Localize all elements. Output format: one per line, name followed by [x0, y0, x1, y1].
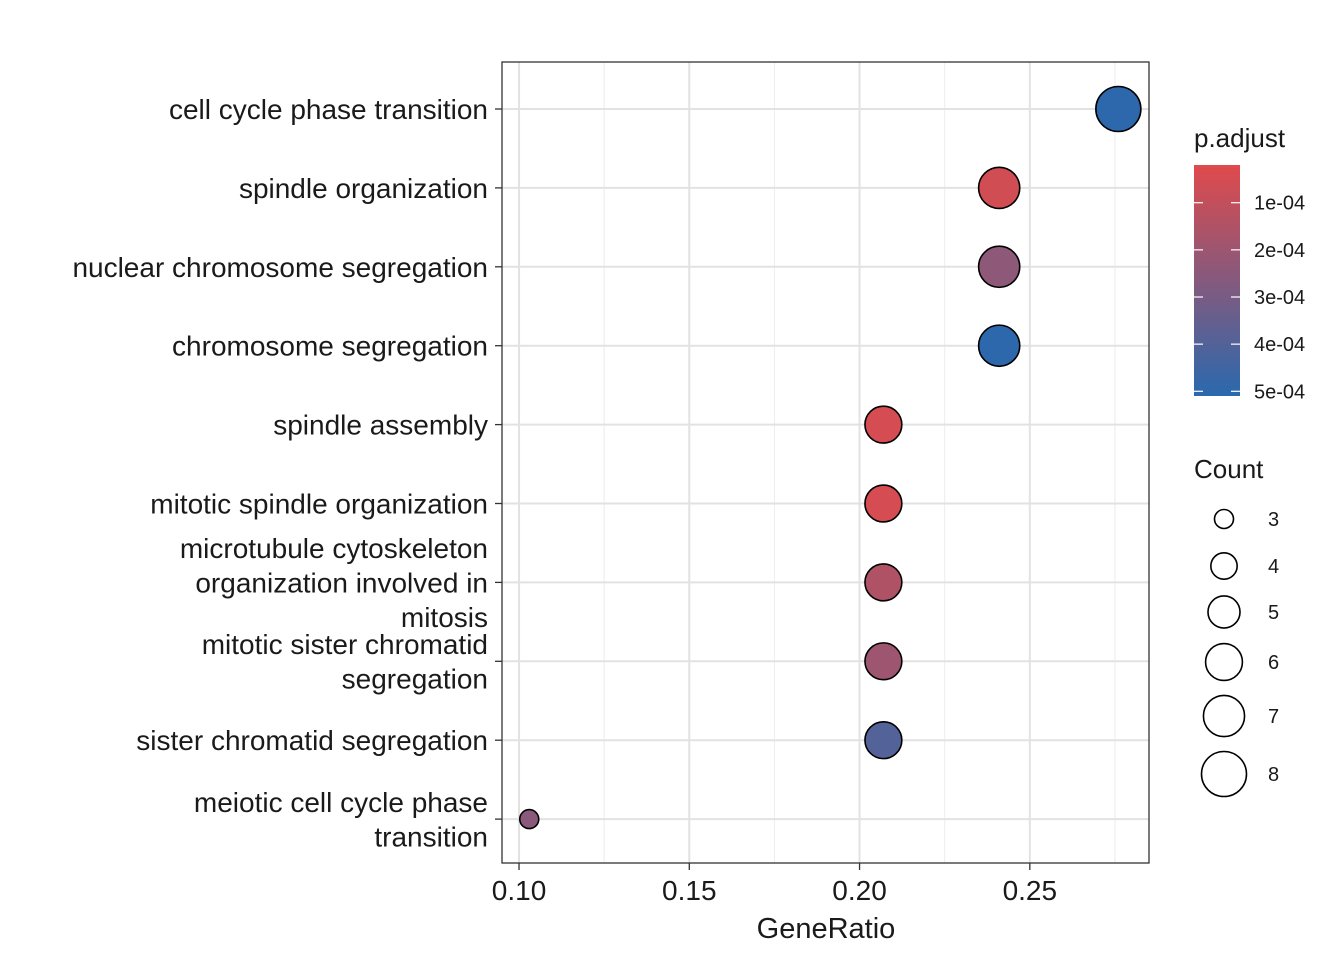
y-tick-label: microtubule cytoskeleton	[180, 533, 488, 564]
size-legend-title: Count	[1194, 454, 1264, 484]
x-axis: 0.10 0.15 0.20 0.25	[492, 863, 1057, 906]
color-legend-label: 5e-04	[1254, 381, 1305, 403]
size-legend-label: 4	[1268, 556, 1279, 578]
size-legend-label: 3	[1268, 509, 1279, 531]
y-tick-label: chromosome segregation	[172, 331, 488, 362]
size-legend-circle	[1213, 508, 1235, 530]
data-point	[977, 166, 1021, 210]
color-legend-label: 4e-04	[1254, 334, 1305, 356]
x-tick-label: 0.20	[832, 875, 887, 906]
data-point	[864, 563, 903, 602]
size-legend-circle	[1202, 694, 1246, 738]
color-legend-bar	[1194, 165, 1240, 396]
data-point	[864, 484, 903, 523]
y-tick-label: cell cycle phase transition	[169, 94, 488, 125]
x-tick-label: 0.10	[492, 875, 547, 906]
y-tick-label: spindle organization	[239, 173, 488, 204]
y-tick-label: mitotic sister chromatid	[202, 629, 488, 660]
size-legend-circle	[1204, 642, 1244, 682]
data-point	[864, 642, 903, 681]
color-legend-label: 3e-04	[1254, 287, 1305, 309]
data-point	[1095, 85, 1142, 133]
data-point	[977, 324, 1021, 368]
size-legend-label: 7	[1268, 706, 1279, 728]
data-points	[518, 85, 1142, 830]
plot-panel-border	[501, 61, 1150, 864]
size-legend-circle	[1207, 595, 1241, 629]
size-legend-label: 8	[1268, 764, 1279, 786]
data-point	[977, 245, 1021, 289]
size-legend: Count 3 4 5 6 7 8	[1194, 454, 1279, 798]
size-legend-label: 5	[1268, 602, 1279, 624]
data-point	[864, 405, 903, 444]
x-tick-label: 0.25	[1003, 875, 1058, 906]
x-axis-title: GeneRatio	[757, 913, 896, 945]
plot-background	[502, 62, 1149, 863]
size-legend-circle	[1210, 552, 1238, 580]
x-tick-label: 0.15	[662, 875, 717, 906]
y-tick-label: nuclear chromosome segregation	[72, 252, 488, 283]
color-legend-label: 1e-04	[1254, 193, 1305, 215]
color-legend: p.adjust 1e-04 2e-04 3e-04 4e-04 5e-04	[1194, 123, 1305, 403]
y-tick-label: mitotic spindle organization	[150, 489, 488, 520]
y-tick-label: meiotic cell cycle phase	[194, 787, 488, 818]
size-legend-circle	[1200, 750, 1248, 798]
y-tick-label: organization involved in	[195, 567, 488, 598]
major-gridlines	[502, 62, 1149, 863]
y-tick-label: spindle assembly	[273, 410, 488, 441]
y-axis: cell cycle phase transition spindle organ…	[72, 94, 502, 852]
color-legend-title: p.adjust	[1194, 123, 1286, 153]
data-point	[518, 808, 540, 830]
y-tick-label: sister chromatid segregation	[136, 725, 488, 756]
size-legend-label: 6	[1268, 652, 1279, 674]
y-tick-label: mitosis	[401, 602, 488, 633]
y-tick-label: transition	[374, 821, 488, 852]
minor-gridlines	[603, 62, 1116, 863]
color-legend-label: 2e-04	[1254, 240, 1305, 262]
data-point	[864, 720, 903, 760]
y-tick-label: segregation	[342, 664, 488, 695]
